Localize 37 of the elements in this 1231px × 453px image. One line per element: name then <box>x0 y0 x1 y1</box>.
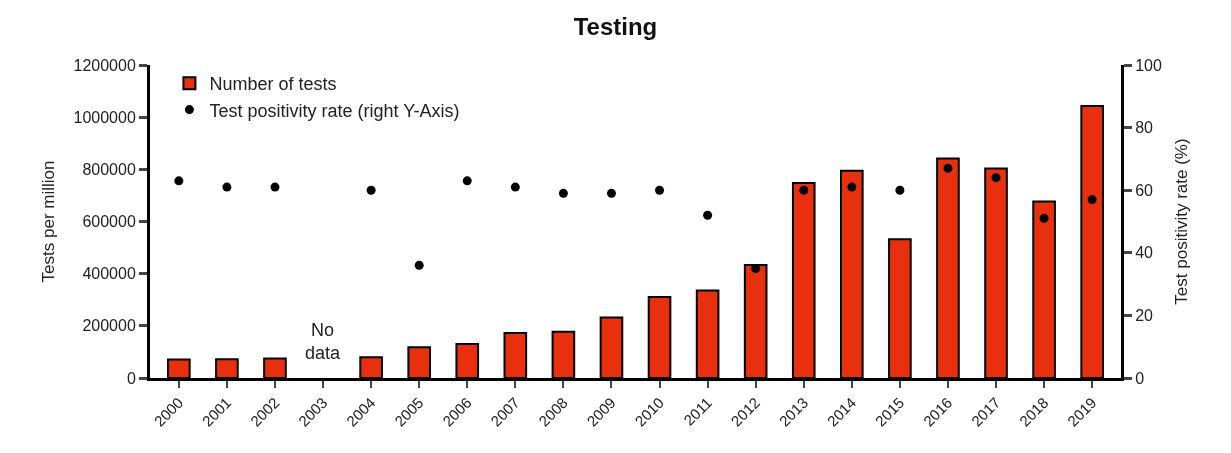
y2-tick-label: 80 <box>1135 119 1154 137</box>
point <box>655 185 665 195</box>
point <box>1039 213 1049 223</box>
y2-axis-title: Test positivity rate (%) <box>1172 138 1192 305</box>
point <box>847 182 857 192</box>
y-tick-label: 1200000 <box>73 56 136 74</box>
y-axis-title: Tests per million <box>39 160 59 283</box>
y2-tick-label: 40 <box>1135 244 1154 262</box>
y2-tick-label: 0 <box>1135 369 1145 387</box>
point <box>462 176 472 186</box>
chart-title: Testing <box>573 12 658 40</box>
legend-label: Test positivity rate (right Y-Axis) <box>209 100 460 121</box>
point <box>366 185 376 195</box>
point <box>414 260 424 270</box>
legend-label: Number of tests <box>209 74 337 95</box>
point <box>943 163 953 173</box>
y2-tick-label: 100 <box>1135 56 1162 74</box>
annotation: No data <box>305 320 342 364</box>
point <box>703 210 713 220</box>
point <box>895 185 905 195</box>
point <box>606 188 616 198</box>
y-tick-label: 600000 <box>82 213 136 231</box>
point <box>558 188 568 198</box>
y-tick-label: 0 <box>126 369 136 387</box>
point <box>174 176 184 186</box>
y-tick-label: 400000 <box>82 265 136 283</box>
y-tick-label: 1000000 <box>73 108 136 126</box>
y-tick-label: 200000 <box>82 317 136 335</box>
point <box>270 182 280 192</box>
y2-tick-label: 60 <box>1135 181 1154 199</box>
y-tick-label: 800000 <box>82 160 136 178</box>
point <box>799 185 809 195</box>
point <box>222 182 232 192</box>
point <box>1087 195 1097 205</box>
y2-tick-label: 20 <box>1135 307 1154 324</box>
point <box>510 182 520 192</box>
point <box>991 173 1001 183</box>
